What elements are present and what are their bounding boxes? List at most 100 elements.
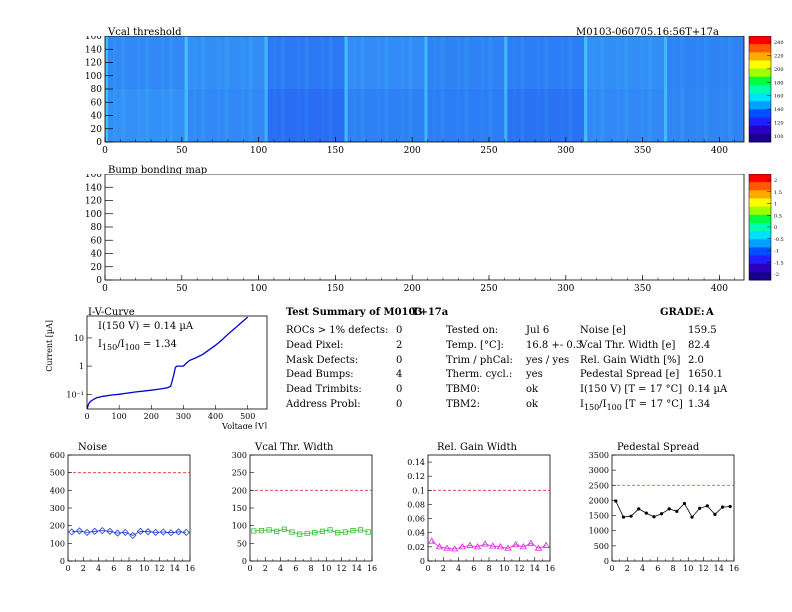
roc-texture (192, 89, 197, 142)
y-tick-label: 40 (91, 250, 103, 260)
roc-texture (440, 36, 445, 89)
chart-frame (67, 454, 191, 562)
condition-value: 16.8 +- 0.3 (526, 339, 583, 351)
roc-texture (400, 36, 405, 89)
roc-texture (112, 36, 117, 89)
y-tick-label: 50 (237, 539, 247, 548)
data-point (91, 527, 99, 535)
roc-texture (640, 89, 645, 142)
y-tick-label: 120 (85, 59, 102, 69)
bump-bonding-title: Bump bonding map (108, 165, 208, 176)
series-line (253, 528, 369, 535)
roc-texture (560, 89, 565, 142)
roc-seam (184, 36, 188, 89)
roc-texture (600, 89, 605, 142)
palette-bin (749, 255, 771, 265)
roc-texture (704, 36, 709, 89)
y-tick-label: 0.06 (407, 515, 425, 524)
y-tick-label: 140 (85, 45, 102, 55)
palette-tick-label: 1 (774, 202, 777, 208)
roc-texture (408, 36, 413, 89)
roc-texture (472, 36, 477, 89)
roc-texture (376, 89, 381, 142)
y-tick-label: 2500 (589, 481, 609, 490)
roc-texture (168, 36, 173, 89)
y-tick-label: 600 (50, 451, 65, 460)
y-tick-label: 60 (91, 98, 103, 108)
roc-texture (720, 89, 725, 142)
palette-bin (749, 84, 771, 94)
roc-seam (664, 89, 668, 142)
roc-texture (552, 89, 557, 142)
y-tick-label: 1000 (589, 527, 609, 536)
roc-texture (480, 89, 485, 142)
y-tick-label: 0 (96, 138, 102, 148)
bump-bonding-heatmap: 0 50 100 150 200 250 300 350 4000204060801001201… (85, 174, 784, 294)
y-tick-label: 0.12 (407, 472, 425, 481)
data-point (644, 511, 648, 515)
roc-texture (600, 36, 605, 89)
roc-texture (248, 36, 253, 89)
roc-texture (360, 36, 365, 89)
roc-texture (544, 89, 549, 142)
roc-seam (504, 36, 508, 89)
x-tick-label: 4 (456, 564, 461, 573)
data-point (75, 527, 84, 535)
roc-texture (704, 89, 709, 142)
x-tick-label: 500 (240, 412, 255, 421)
iv-curve-title: I-V-Curve (88, 307, 135, 318)
roc-texture (144, 36, 149, 89)
roc-texture (680, 89, 685, 142)
x-tick-label: 200 (144, 412, 159, 421)
defect-value: 0 (396, 399, 403, 410)
result-value: 2.0 (688, 354, 704, 366)
roc-texture (608, 36, 613, 89)
palette-bin (749, 190, 771, 199)
palette-bin (749, 222, 771, 232)
roc-texture (120, 36, 125, 89)
roc-seam (344, 36, 348, 89)
data-point (534, 544, 543, 551)
data-point (327, 527, 333, 533)
y-tick-label: 100 (50, 539, 65, 548)
grade-value: A (706, 307, 714, 318)
y-tick-label: 500 (50, 469, 65, 478)
roc-texture (448, 36, 453, 89)
palette-tick-label: 200 (774, 67, 784, 73)
iv-x-axis-label: Voltage [V] (221, 422, 267, 429)
data-point (629, 514, 633, 518)
result-label: Pedestal Spread [e] (580, 369, 680, 381)
palette-tick-label: 100 (774, 134, 784, 140)
result-label: Vcal Thr. Width [e] (580, 339, 676, 351)
data-point (667, 507, 671, 511)
data-point (466, 541, 474, 548)
data-point (481, 540, 489, 547)
data-point (542, 541, 550, 548)
roc-texture (272, 89, 277, 142)
result-value: 1650.1 (688, 369, 723, 381)
defect-value: 4 (396, 369, 403, 381)
x-tick-label: 16 (367, 564, 377, 573)
palette-tick-label: 240 (774, 40, 784, 46)
x-tick-label: 300 (176, 412, 191, 421)
palette-tick-label: 0.5 (774, 213, 782, 219)
roc-texture (592, 36, 597, 89)
roc-texture (240, 36, 245, 89)
roc-texture (168, 89, 173, 142)
data-point (652, 515, 656, 519)
x-tick-label: 2 (263, 564, 268, 573)
roc-texture (360, 89, 365, 142)
roc-texture (648, 89, 653, 142)
roc-texture (512, 36, 517, 89)
roc-texture (352, 36, 357, 89)
defect-value: 0 (396, 384, 403, 396)
roc-texture (464, 36, 469, 89)
roc-texture (312, 36, 317, 89)
data-point (274, 528, 280, 534)
data-point (121, 528, 129, 536)
roc-texture (408, 89, 413, 142)
data-point (489, 542, 497, 549)
x-tick-label: 250 (480, 146, 497, 156)
roc-texture (112, 89, 117, 142)
roc-texture (736, 89, 741, 142)
